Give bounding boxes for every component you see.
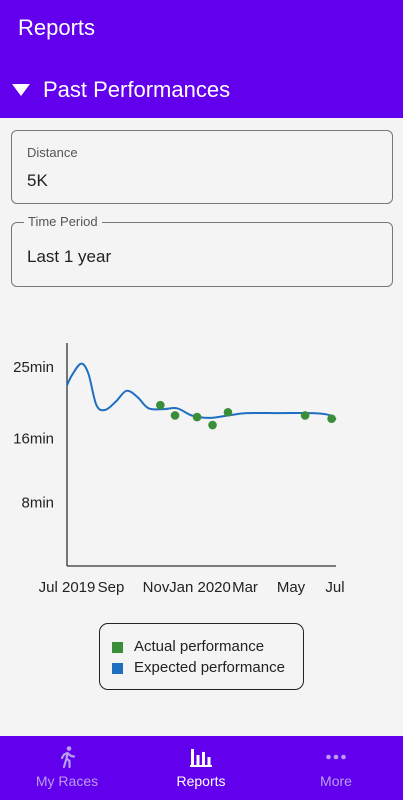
x-tick-label: Jul 2019	[39, 579, 96, 596]
x-tick-label: Sep	[98, 579, 125, 596]
y-tick-label: 8min	[21, 494, 54, 511]
distance-label: Distance	[27, 145, 78, 160]
nav-reports[interactable]: Reports	[134, 736, 268, 800]
app-title: Reports	[18, 15, 96, 40]
legend-swatch-expected	[112, 663, 123, 674]
chart-legend: Actual performance Expected performance	[99, 623, 304, 690]
y-tick-label: 16min	[13, 431, 54, 448]
bar-chart-icon	[190, 749, 212, 767]
actual-performance-point	[208, 420, 217, 430]
x-tick-label: Mar	[232, 579, 258, 596]
expected-performance-line	[66, 362, 337, 421]
distance-select[interactable]: Distance 5K	[11, 130, 393, 204]
y-tick-label: 25min	[13, 359, 54, 376]
bottom-navigation: My Races Reports More	[0, 736, 403, 800]
nav-label-more: More	[320, 773, 352, 789]
x-tick-label: Nov	[143, 579, 170, 596]
section-header-past-performances[interactable]: Past Performances	[0, 66, 403, 118]
actual-performance-point	[192, 412, 202, 422]
nav-label-reports: Reports	[176, 773, 226, 789]
time-period-label: Time Period	[24, 214, 102, 229]
runner-icon	[60, 746, 76, 769]
nav-my-races[interactable]: My Races	[0, 736, 134, 800]
x-tick-label: Jul	[325, 579, 344, 596]
nav-more[interactable]: More	[269, 736, 403, 800]
x-tick-label: May	[277, 579, 306, 596]
legend-swatch-actual	[112, 642, 123, 653]
actual-performance-point	[156, 400, 165, 410]
actual-performance-point	[300, 411, 310, 420]
app-bar: Reports	[0, 0, 403, 66]
actual-performance-point	[170, 411, 180, 420]
performance-chart: 25min 16min 8min Jul 2019 Sep Nov Jan 2020 Mar M…	[13, 343, 345, 596]
section-title: Past Performances	[43, 77, 231, 102]
distance-value: 5K	[27, 171, 48, 190]
time-period-select[interactable]: Time Period Last 1 year	[11, 214, 393, 287]
x-tick-label: Jan 2020	[169, 579, 231, 596]
actual-performance-point	[223, 407, 233, 417]
actual-performance-point	[327, 414, 336, 423]
time-period-value: Last 1 year	[27, 247, 112, 266]
nav-label-my-races: My Races	[35, 773, 99, 789]
legend-label-actual: Actual performance	[134, 638, 265, 655]
more-dots-icon	[326, 754, 346, 760]
expand-triangle-icon	[12, 84, 30, 96]
legend-label-expected: Expected performance	[134, 659, 285, 676]
